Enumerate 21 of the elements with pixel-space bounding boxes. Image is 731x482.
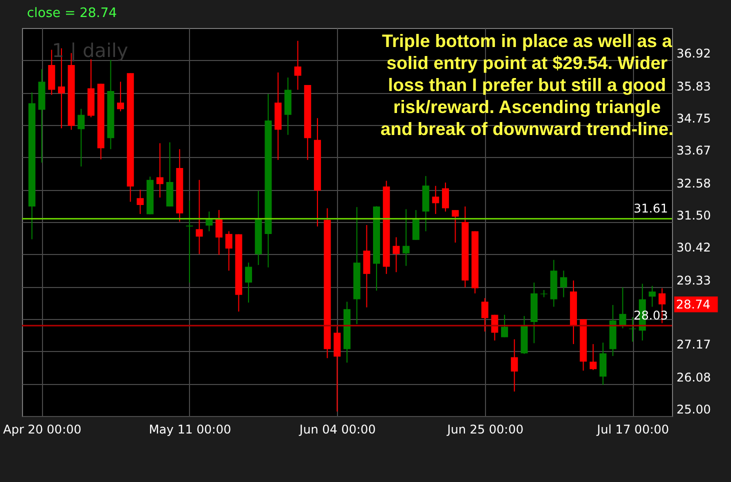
y-tick-label: 32.58 [676,176,711,190]
y-tick-label: 34.75 [676,112,711,126]
x-tick-label: Apr 20 00:00 [3,422,82,436]
y-tick-label: 33.67 [676,144,711,158]
annotation: Triple bottom in place as well as a solid entry point at $29.54. Wider loss than I prefer but still a good risk/reward. Ascending triangle and break of downward trend-line. [380,31,674,139]
x-tick-label: Jun 04 00:00 [298,422,376,436]
y-tick-label: 26.08 [676,370,711,384]
y-tick-label: 29.33 [676,273,711,288]
ref-line-label: 31.61 [634,202,668,216]
y-tick-label: 27.17 [676,338,711,352]
x-tick-label: May 11 00:00 [148,422,232,436]
x-tick-label: Jun 25 00:00 [446,422,524,436]
y-tick-label: 30.42 [676,240,711,255]
y-tick-label: 36.92 [676,46,711,61]
text: 28.74 [676,297,710,312]
chart-title: close = 28.74 [27,6,117,21]
y-tick-label: 35.83 [676,79,711,94]
y-tick-label: 25.00 [676,402,711,416]
y-tick-label: 31.50 [676,208,711,222]
x-tick-label: Jul 17 00:00 [596,422,670,436]
text: 1 | daily [52,40,128,62]
